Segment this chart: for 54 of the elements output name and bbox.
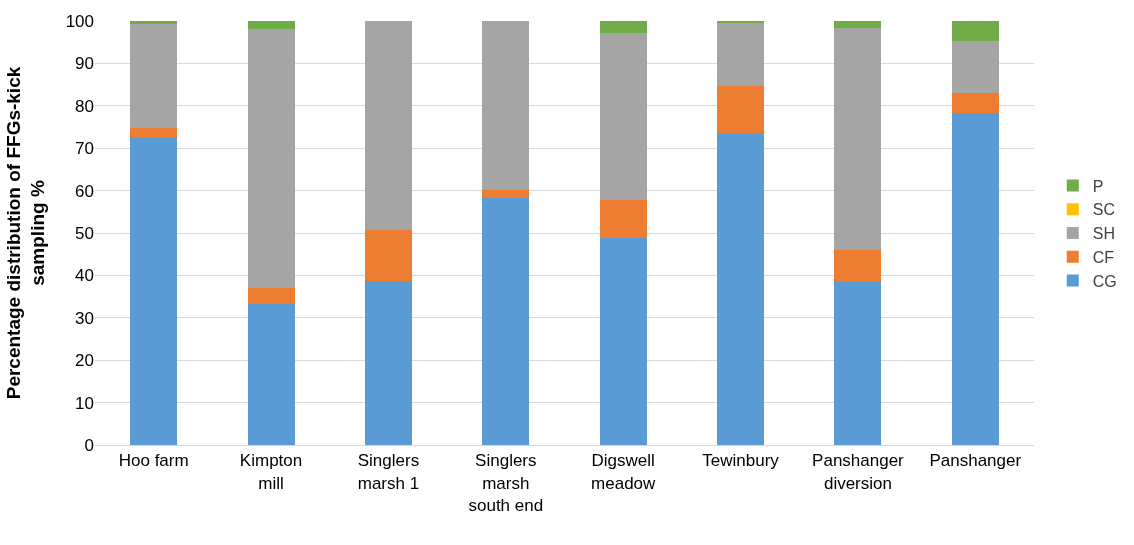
- bar: [951, 113, 999, 445]
- bar: [834, 21, 882, 28]
- bar: [599, 32, 647, 201]
- bar: [482, 189, 530, 199]
- x-tick-label: Kimpton mill: [239, 451, 303, 493]
- bar: [130, 138, 178, 445]
- x-tick-label: Singlers marsh 1: [357, 451, 420, 493]
- y-axis-title: Percentage distribution of FFGs-kick sampling %: [2, 66, 49, 400]
- bar: [951, 92, 999, 114]
- bar: [951, 41, 999, 93]
- bar: [364, 229, 412, 281]
- y-tick-label: 90: [75, 54, 94, 74]
- x-tick-label: Digswell meadow: [591, 451, 657, 493]
- y-tick-label: 20: [75, 351, 94, 371]
- y-tick-label: 100: [65, 11, 94, 31]
- bar: [364, 280, 412, 445]
- bar: [834, 249, 882, 282]
- legend-label: SH: [1092, 225, 1116, 243]
- legend-label: CG: [1092, 272, 1117, 290]
- y-tick-label: 60: [75, 181, 94, 201]
- bar: [717, 22, 765, 86]
- y-tick-label: 30: [75, 308, 94, 328]
- bar: [130, 21, 178, 24]
- legend-label: CF: [1092, 249, 1115, 267]
- y-tick-label: 40: [75, 266, 94, 286]
- legend-label: P: [1092, 177, 1104, 195]
- bar: [482, 198, 530, 445]
- bar: [130, 128, 178, 139]
- bar: [951, 21, 999, 42]
- bar: [130, 23, 178, 129]
- bar: [717, 132, 765, 445]
- y-tick-label: 10: [75, 393, 94, 413]
- y-tick-label: 70: [75, 139, 94, 159]
- x-tick-label: Panshanger: [929, 451, 1022, 471]
- bar: [247, 29, 295, 289]
- bar: [599, 200, 647, 239]
- x-tick-label: Panshanger diversion: [812, 451, 905, 493]
- x-tick-label: Singlers marsh south end: [468, 451, 544, 515]
- bar: [247, 288, 295, 304]
- bar: [247, 21, 295, 30]
- bar: [834, 27, 882, 250]
- legend-label: SC: [1092, 201, 1116, 219]
- y-tick-label: 80: [75, 96, 94, 116]
- x-tick-label: Hoo farm: [118, 451, 189, 471]
- x-tick-label: Tewinbury: [702, 451, 780, 471]
- bar: [247, 303, 295, 445]
- bar: [834, 281, 882, 445]
- bar: [599, 21, 647, 33]
- bar: [482, 21, 530, 190]
- bar: [717, 85, 765, 133]
- y-tick-label: 50: [75, 223, 94, 243]
- bar: [599, 238, 647, 445]
- bar: [364, 21, 412, 230]
- y-tick-label: 0: [84, 435, 94, 455]
